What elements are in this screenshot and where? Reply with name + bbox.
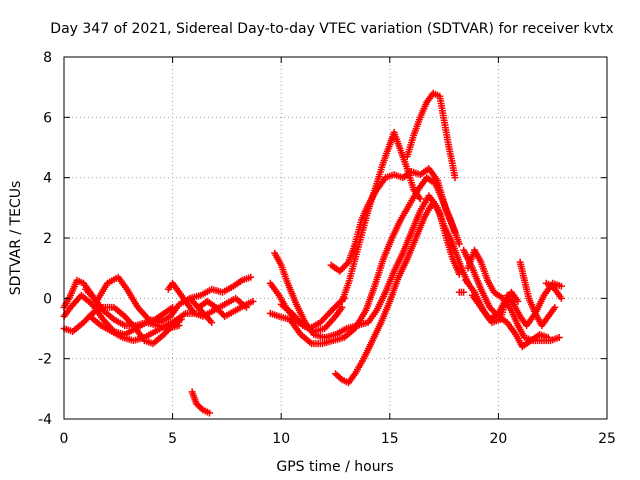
data-point bbox=[206, 409, 214, 417]
data-point bbox=[208, 318, 216, 326]
data-point bbox=[455, 240, 463, 248]
series-track-8 bbox=[195, 297, 257, 320]
x-tick-label: 15 bbox=[381, 431, 399, 447]
x-tick-label: 0 bbox=[60, 431, 69, 447]
y-tick-label: 4 bbox=[43, 171, 52, 187]
y-tick-label: -2 bbox=[38, 352, 52, 368]
series-track-13 bbox=[277, 300, 346, 336]
x-tick-label: 10 bbox=[272, 431, 290, 447]
data-point bbox=[247, 273, 255, 281]
data-point bbox=[175, 321, 183, 329]
series-track-17 bbox=[332, 198, 463, 387]
series-track-24 bbox=[455, 288, 468, 296]
data-point bbox=[557, 282, 565, 290]
y-tick-label: 0 bbox=[43, 291, 52, 307]
series-track-21 bbox=[468, 288, 522, 323]
data-point bbox=[460, 288, 468, 296]
series-track-22 bbox=[516, 258, 559, 329]
data-point bbox=[551, 303, 559, 311]
y-tick-label: 2 bbox=[43, 231, 52, 247]
y-tick-label: -4 bbox=[38, 412, 52, 428]
x-tick-label: 5 bbox=[168, 431, 177, 447]
y-tick-label: 6 bbox=[43, 110, 52, 126]
series-track-15 bbox=[338, 128, 424, 305]
y-axis-label: SDTVAR / TECUs bbox=[8, 181, 24, 296]
data-point bbox=[451, 228, 459, 236]
data-point bbox=[338, 303, 346, 311]
data-point bbox=[343, 260, 351, 268]
y-tick-label: 8 bbox=[43, 50, 52, 66]
x-tick-label: 20 bbox=[489, 431, 507, 447]
series-track-7 bbox=[186, 273, 255, 302]
data-point bbox=[455, 270, 463, 278]
data-point bbox=[544, 334, 552, 342]
series-track-14 bbox=[327, 165, 459, 275]
x-tick-label: 25 bbox=[598, 431, 616, 447]
x-axis-label: GPS time / hours bbox=[276, 459, 393, 475]
series-track-16 bbox=[403, 89, 459, 182]
chart-title: Day 347 of 2021, Sidereal Day-to-day VTE… bbox=[50, 21, 613, 37]
series-track-9 bbox=[188, 388, 214, 417]
data-point bbox=[451, 174, 459, 182]
data-point bbox=[416, 195, 424, 203]
data-point bbox=[514, 297, 522, 305]
data-point bbox=[249, 297, 257, 305]
data-point bbox=[557, 294, 565, 302]
data-point bbox=[555, 334, 563, 342]
plot-frame bbox=[63, 56, 608, 420]
series-track-23 bbox=[542, 279, 565, 302]
